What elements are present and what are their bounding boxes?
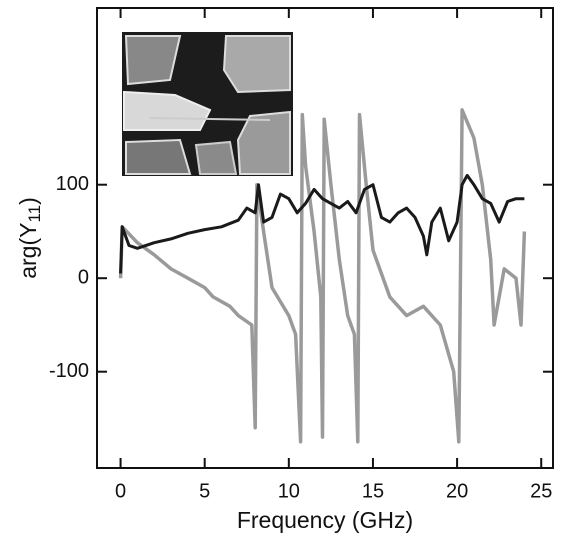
x-tick-label: 0 — [115, 480, 126, 502]
y-label-end: ) — [15, 197, 41, 205]
y-tick-label: 100 — [56, 173, 89, 195]
x-tick-label: 5 — [199, 480, 210, 502]
x-tick-label: 10 — [278, 480, 300, 502]
y-tick-label: 0 — [78, 266, 89, 288]
x-axis-label: Frequency (GHz) — [237, 507, 413, 533]
y-axis-label: arg(Y11) — [15, 197, 44, 279]
inset-image — [122, 32, 293, 176]
x-tick-label: 20 — [446, 480, 468, 502]
data-line — [119, 173, 525, 274]
y-label-sub: 11 — [25, 205, 44, 223]
y-label-main: arg(Y — [15, 223, 41, 279]
x-tick-label: 25 — [530, 480, 552, 502]
y-tick-label: -100 — [49, 360, 89, 382]
plot-frame — [96, 7, 554, 469]
data-line — [118, 108, 527, 444]
x-tick-label: 15 — [362, 480, 384, 502]
